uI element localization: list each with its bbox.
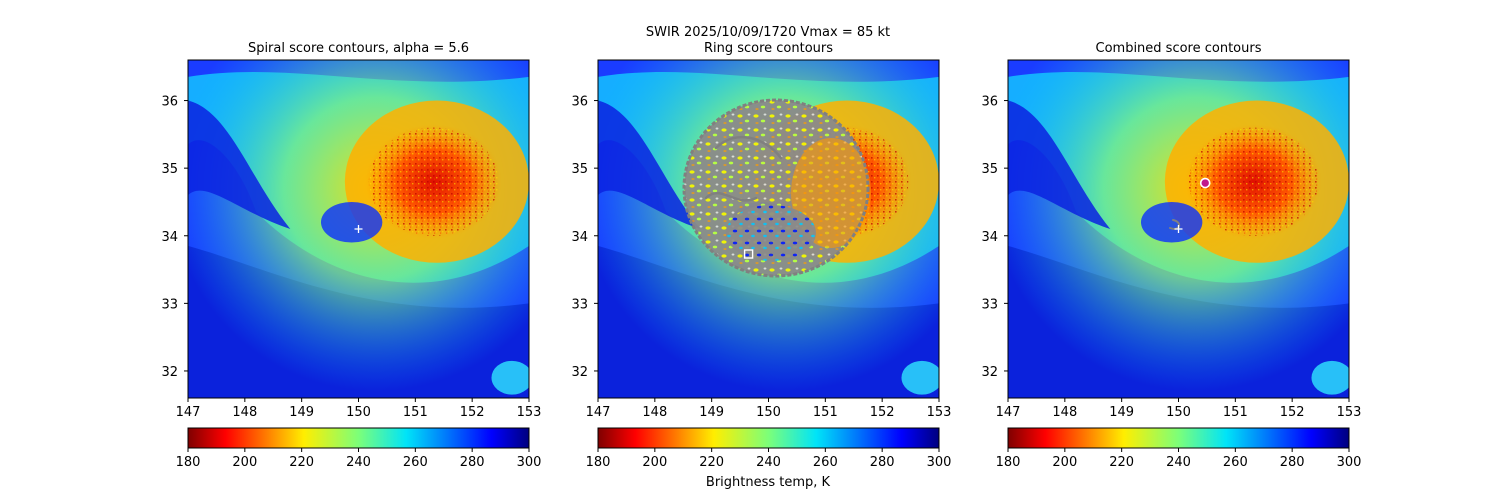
y-tick-label: 32 (161, 365, 178, 380)
x-tick-label: 151 (1223, 405, 1248, 420)
y-tick-label: 36 (981, 95, 998, 110)
colorbar (597, 427, 940, 449)
y-tick-label: 35 (981, 162, 998, 177)
x-tick-label: 148 (232, 405, 257, 420)
image-patch (1311, 360, 1349, 395)
colorbar-tick-label: 260 (813, 455, 838, 470)
x-tick-label: 148 (1052, 405, 1077, 420)
colorbar-tick-label: 200 (642, 455, 667, 470)
image-patch (901, 360, 939, 395)
image-eye-region (1140, 201, 1203, 243)
x-tick-label: 149 (699, 405, 724, 420)
panel-1: 147 148 149 150 151 152 153 32 33 34 35 36 Spiral sc… (161, 41, 541, 470)
image-texture (1188, 127, 1319, 236)
x-tick-label: 149 (1109, 405, 1134, 420)
x-tick-label: 153 (1337, 405, 1362, 420)
image-texture (368, 127, 499, 236)
x-tick-label: 153 (927, 405, 952, 420)
y-tick-label: 32 (571, 365, 588, 380)
image-dry-slot (598, 100, 701, 229)
ring-cold-region (726, 205, 816, 261)
image-eye-region (320, 201, 383, 243)
y-tick-label: 34 (161, 230, 178, 245)
center-circle-marker (1199, 177, 1211, 189)
ring-contour-edge (682, 98, 870, 278)
colorbar-label: Brightness temp, K (706, 475, 831, 490)
colorbar-tick-label: 260 (1223, 455, 1248, 470)
colorbar-tick-label: 220 (289, 455, 314, 470)
x-tick-label: 153 (517, 405, 542, 420)
y-tick-label: 34 (981, 230, 998, 245)
colorbar-tick-label: 260 (403, 455, 428, 470)
x-tick-label: 149 (289, 405, 314, 420)
y-tick-label: 33 (981, 297, 998, 312)
y-tick-label: 36 (571, 95, 588, 110)
x-tick-label: 148 (642, 405, 667, 420)
y-tick-label: 33 (571, 297, 588, 312)
panel-image (1008, 60, 1349, 398)
panel-2: 147 148 149 150 151 152 153 32 33 34 35 36 Ring scor… (571, 41, 951, 470)
y-tick-label: 36 (161, 95, 178, 110)
x-tick-label: 150 (756, 405, 781, 420)
colorbar-tick-label: 300 (1337, 455, 1362, 470)
colorbar-tick-label: 240 (1166, 455, 1191, 470)
colorbar-tick-label: 280 (460, 455, 485, 470)
panel-image (188, 60, 529, 398)
x-tick-label: 147 (176, 405, 201, 420)
colorbar (1007, 427, 1350, 449)
colorbar-tick-label: 180 (586, 455, 611, 470)
colorbar-tick-label: 300 (927, 455, 952, 470)
suptitle: SWIR 2025/10/09/1720 Vmax = 85 kt (646, 25, 890, 40)
panel-title: Spiral score contours, alpha = 5.6 (248, 41, 469, 56)
colorbar-tick-label: 240 (346, 455, 371, 470)
center-plus-marker (354, 225, 363, 233)
panel-3: 147 148 149 150 151 152 153 32 33 34 35 36 Combined … (981, 41, 1361, 470)
colorbar-tick-label: 300 (517, 455, 542, 470)
colorbar-tick-label: 240 (756, 455, 781, 470)
center-square-marker (743, 249, 754, 259)
colorbar-tick-label: 200 (1052, 455, 1077, 470)
colorbar-tick-label: 200 (232, 455, 257, 470)
x-tick-label: 152 (460, 405, 485, 420)
image-dry-slot (1008, 100, 1111, 229)
colorbar-tick-label: 220 (1109, 455, 1134, 470)
colorbar-tick-label: 280 (870, 455, 895, 470)
panel-title: Combined score contours (1096, 41, 1262, 56)
x-tick-label: 147 (996, 405, 1021, 420)
y-tick-label: 32 (981, 365, 998, 380)
colorbar-tick-label: 180 (176, 455, 201, 470)
colorbar (187, 427, 530, 449)
colorbar-tick-label: 280 (1280, 455, 1305, 470)
colorbar-tick-label: 220 (699, 455, 724, 470)
x-tick-label: 147 (586, 405, 611, 420)
center-plus-marker (1174, 225, 1183, 233)
x-tick-label: 150 (346, 405, 371, 420)
x-tick-label: 152 (870, 405, 895, 420)
image-patch (491, 360, 529, 395)
y-tick-label: 33 (161, 297, 178, 312)
y-tick-label: 34 (571, 230, 588, 245)
image-dry-slot (188, 100, 291, 229)
x-tick-label: 151 (813, 405, 838, 420)
colorbar-tick-label: 180 (996, 455, 1021, 470)
suptitle-text: SWIR 2025/10/09/1720 Vmax = 85 kt (646, 25, 890, 40)
x-tick-label: 150 (1166, 405, 1191, 420)
x-tick-label: 152 (1280, 405, 1305, 420)
x-tick-label: 151 (403, 405, 428, 420)
panel-image (598, 60, 939, 398)
ring-contour (714, 135, 783, 160)
ring-contour (704, 191, 758, 202)
y-tick-label: 35 (571, 162, 588, 177)
y-tick-label: 35 (161, 162, 178, 177)
panel-title: Ring score contours (704, 41, 833, 56)
